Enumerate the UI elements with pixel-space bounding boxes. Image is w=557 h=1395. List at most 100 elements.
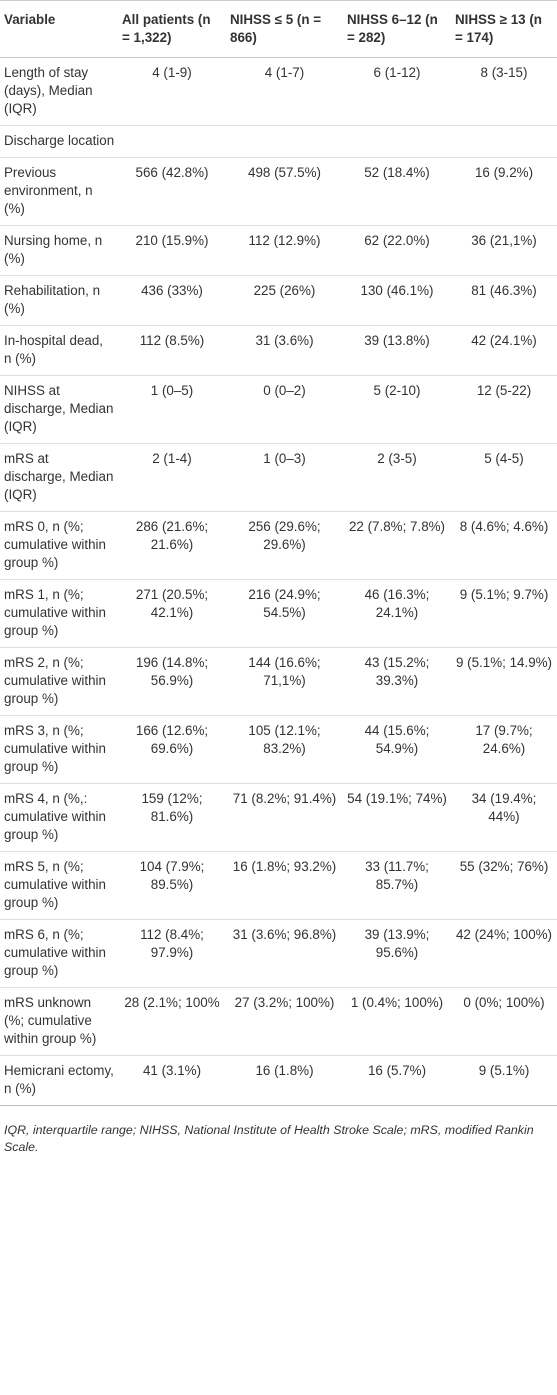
cell: 71 (8.2%; 91.4%) — [226, 783, 343, 852]
cell: 8 (4.6%; 4.6%) — [451, 511, 557, 580]
cell: 104 (7.9%; 89.5%) — [118, 851, 226, 920]
row-label: mRS 6, n (%; cumulative within group %) — [0, 919, 118, 988]
cell: 159 (12%; 81.6%) — [118, 783, 226, 852]
row-label: mRS 0, n (%; cumulative within group %) — [0, 511, 118, 580]
cell: 9 (5.1%) — [451, 1055, 557, 1106]
cell: 436 (33%) — [118, 275, 226, 326]
cell: 43 (15.2%; 39.3%) — [343, 647, 451, 716]
table-row: mRS 6, n (%; cumulative within group %) 1… — [0, 919, 557, 988]
cell: 130 (46.1%) — [343, 275, 451, 326]
cell: 12 (5-22) — [451, 375, 557, 444]
cell: 9 (5.1%; 9.7%) — [451, 579, 557, 648]
footnote: IQR, interquartile range; NIHSS, Nationa… — [4, 1123, 534, 1154]
table-row: Previous environment, n (%) 566 (42.8%) 49… — [0, 157, 557, 226]
row-label: mRS 4, n (%,: cumulative within group %) — [0, 783, 118, 852]
cell: 31 (3.6%; 96.8%) — [226, 919, 343, 988]
cell: 8 (3-15) — [451, 57, 557, 126]
cell: 16 (1.8%) — [226, 1055, 343, 1106]
row-label: Nursing home, n (%) — [0, 225, 118, 276]
table-row: mRS 4, n (%,: cumulative within group %)… — [0, 783, 557, 852]
cell: 210 (15.9%) — [118, 225, 226, 276]
header-cell: Variable — [0, 0, 118, 58]
cell: 196 (14.8%; 56.9%) — [118, 647, 226, 716]
row-label: Hemicrani ectomy, n (%) — [0, 1055, 118, 1106]
row-label: mRS at discharge, Median (IQR) — [0, 443, 118, 512]
cell: 112 (8.5%) — [118, 325, 226, 376]
cell: 41 (3.1%) — [118, 1055, 226, 1106]
row-label: In-hospital dead, n (%) — [0, 325, 118, 376]
cell: 62 (22.0%) — [343, 225, 451, 276]
table-row: mRS at discharge, Median (IQR) 2 (1-4) 1 (… — [0, 443, 557, 512]
cell: 17 (9.7%; 24.6%) — [451, 715, 557, 784]
table-row: Discharge location — [0, 125, 557, 158]
table-row: mRS 1, n (%; cumulative within group %) 2… — [0, 579, 557, 648]
cell: 34 (19.4%; 44%) — [451, 783, 557, 852]
table-row: In-hospital dead, n (%) 112 (8.5%) 31 (3.6… — [0, 325, 557, 376]
cell: 9 (5.1%; 14.9%) — [451, 647, 557, 716]
cell: 271 (20.5%; 42.1%) — [118, 579, 226, 648]
table-row: Hemicrani ectomy, n (%) 41 (3.1%) 16 (1.8%… — [0, 1055, 557, 1106]
header-cell: NIHSS 6–12 (n = 282) — [343, 0, 451, 58]
cell: 81 (46.3%) — [451, 275, 557, 326]
cell: 5 (4-5) — [451, 443, 557, 512]
row-label: mRS 3, n (%; cumulative within group %) — [0, 715, 118, 784]
cell: 286 (21.6%; 21.6%) — [118, 511, 226, 580]
cell: 42 (24%; 100%) — [451, 919, 557, 988]
cell: 216 (24.9%; 54.5%) — [226, 579, 343, 648]
cell: 54 (19.1%; 74%) — [343, 783, 451, 852]
cell: 112 (12.9%) — [226, 225, 343, 276]
cell: 33 (11.7%; 85.7%) — [343, 851, 451, 920]
header-cell: NIHSS ≥ 13 (n = 174) — [451, 0, 557, 58]
cell: 39 (13.9%; 95.6%) — [343, 919, 451, 988]
cell: 166 (12.6%; 69.6%) — [118, 715, 226, 784]
cell: 225 (26%) — [226, 275, 343, 326]
cell: 36 (21,1%) — [451, 225, 557, 276]
row-label: mRS 2, n (%; cumulative within group %) — [0, 647, 118, 716]
cell: 1 (0–3) — [226, 443, 343, 512]
cell: 6 (1-12) — [343, 57, 451, 126]
cell: 39 (13.8%) — [343, 325, 451, 376]
table-row: mRS 0, n (%; cumulative within group %) 2… — [0, 511, 557, 580]
cell: 31 (3.6%) — [226, 325, 343, 376]
cell: 0 (0%; 100%) — [451, 987, 557, 1056]
header-row: Variable All patients (n = 1,322) NIHSS ≤ … — [0, 0, 557, 58]
cell: 46 (16.3%; 24.1%) — [343, 579, 451, 648]
cell: 16 (1.8%; 93.2%) — [226, 851, 343, 920]
cell: 256 (29.6%; 29.6%) — [226, 511, 343, 580]
cell: 42 (24.1%) — [451, 325, 557, 376]
cell: 112 (8.4%; 97.9%) — [118, 919, 226, 988]
cell: 0 (0–2) — [226, 375, 343, 444]
cell: 2 (1-4) — [118, 443, 226, 512]
row-label: NIHSS at discharge, Median (IQR) — [0, 375, 118, 444]
row-label: Rehabilitation, n (%) — [0, 275, 118, 326]
row-label: mRS 1, n (%; cumulative within group %) — [0, 579, 118, 648]
cell: 144 (16.6%; 71,1%) — [226, 647, 343, 716]
table-row: NIHSS at discharge, Median (IQR) 1 (0–5) 0… — [0, 375, 557, 444]
cell: 566 (42.8%) — [118, 157, 226, 226]
cell: 52 (18.4%) — [343, 157, 451, 226]
header-cell: NIHSS ≤ 5 (n = 866) — [226, 0, 343, 58]
cell: 105 (12.1%; 83.2%) — [226, 715, 343, 784]
data-table: Variable All patients (n = 1,322) NIHSS ≤ … — [0, 0, 557, 1106]
row-label: Discharge location — [0, 125, 557, 158]
cell: 5 (2-10) — [343, 375, 451, 444]
table-body: Length of stay (days), Median (IQR) 4 (1-… — [0, 57, 557, 1106]
cell: 22 (7.8%; 7.8%) — [343, 511, 451, 580]
cell: 28 (2.1%; 100% — [118, 987, 226, 1056]
table-row: Nursing home, n (%) 210 (15.9%) 112 (12.9%… — [0, 225, 557, 276]
cell: 1 (0.4%; 100%) — [343, 987, 451, 1056]
cell: 2 (3-5) — [343, 443, 451, 512]
header-cell: All patients (n = 1,322) — [118, 0, 226, 58]
cell: 1 (0–5) — [118, 375, 226, 444]
table-row: mRS 2, n (%; cumulative within group %) 1… — [0, 647, 557, 716]
row-label: Previous environment, n (%) — [0, 157, 118, 226]
table-row: mRS 3, n (%; cumulative within group %) 1… — [0, 715, 557, 784]
cell: 4 (1-7) — [226, 57, 343, 126]
row-label: mRS unknown (%; cumulative within group … — [0, 987, 118, 1056]
table-row: mRS unknown (%; cumulative within group … — [0, 987, 557, 1056]
cell: 16 (9.2%) — [451, 157, 557, 226]
table-row: Rehabilitation, n (%) 436 (33%) 225 (26%) 1… — [0, 275, 557, 326]
cell: 44 (15.6%; 54.9%) — [343, 715, 451, 784]
cell: 4 (1-9) — [118, 57, 226, 126]
